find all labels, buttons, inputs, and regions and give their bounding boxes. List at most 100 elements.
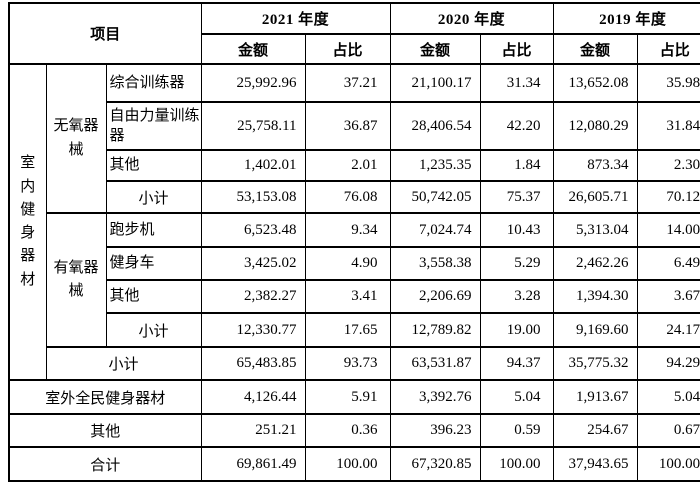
amount-cell: 3,425.02	[200, 246, 306, 281]
header-row-subcols: 金额 占比 金额 占比 金额 占比	[9, 33, 700, 65]
ratio-cell: 0.67	[636, 413, 700, 448]
header-item: 项目	[8, 2, 202, 65]
table-row: 其他 2,382.27 3.41 2,206.69 3.28 1,394.30 …	[9, 279, 700, 314]
row-label: 其他	[105, 279, 202, 314]
subtotal-row-anaerobic: 小计 53,153.08 76.08 50,742.05 75.37 26,60…	[9, 180, 700, 214]
group-label-aerobic: 有氧器械	[45, 212, 107, 348]
subheader-amount-2020: 金额	[389, 33, 481, 65]
amount-cell: 13,652.08	[552, 63, 638, 103]
row-label: 跑步机	[105, 212, 202, 248]
row-label: 小计	[45, 346, 202, 381]
ratio-cell: 36.87	[304, 101, 391, 151]
amount-cell: 26,605.71	[552, 180, 638, 214]
amount-cell: 69,861.49	[200, 446, 306, 482]
ratio-cell: 76.08	[304, 180, 391, 214]
ratio-cell: 31.84	[636, 101, 700, 151]
amount-cell: 251.21	[200, 413, 306, 448]
ratio-cell: 1.84	[479, 149, 554, 182]
amount-cell: 65,483.85	[200, 346, 306, 381]
amount-cell: 67,320.85	[389, 446, 481, 482]
ratio-cell: 3.41	[304, 279, 391, 314]
amount-cell: 25,758.11	[200, 101, 306, 151]
revenue-breakdown-table: 项目 2021 年度 2020 年度 2019 年度 金额 占比 金额 占比 金…	[8, 2, 700, 482]
subheader-ratio-2019: 占比	[636, 33, 700, 65]
amount-cell: 50,742.05	[389, 180, 481, 214]
ratio-cell: 31.34	[479, 63, 554, 103]
year-header-2021: 2021 年度	[200, 2, 391, 35]
amount-cell: 3,558.38	[389, 246, 481, 281]
ratio-cell: 3.28	[479, 279, 554, 314]
ratio-cell: 35.98	[636, 63, 700, 103]
amount-cell: 1,913.67	[552, 379, 638, 415]
amount-cell: 63,531.87	[389, 346, 481, 381]
table-row: 室内健身器材 无氧器械 综合训练器 25,992.96 37.21 21,100…	[8, 63, 700, 381]
ratio-cell: 0.36	[304, 413, 391, 448]
ratio-cell: 5.04	[636, 379, 700, 415]
year-header-2020: 2020 年度	[389, 2, 554, 35]
ratio-cell: 5.04	[479, 379, 554, 415]
amount-cell: 2,206.69	[389, 279, 481, 314]
table-row: 其他 1,402.01 2.01 1,235.35 1.84 873.34 2.…	[9, 149, 700, 182]
ratio-cell: 17.65	[304, 312, 391, 348]
ratio-cell: 2.01	[304, 149, 391, 182]
ratio-cell: 5.91	[304, 379, 391, 415]
group-label-indoor: 室内健身器材	[8, 63, 47, 381]
ratio-cell: 5.29	[479, 246, 554, 281]
row-label: 其他	[8, 413, 202, 448]
year-header-2019: 2019 年度	[552, 2, 700, 35]
amount-cell: 1,394.30	[552, 279, 638, 314]
subheader-amount-2019: 金额	[552, 33, 638, 65]
subheader-ratio-2020: 占比	[479, 33, 554, 65]
total-row: 合计 69,861.49 100.00 67,320.85 100.00 37,…	[8, 446, 700, 482]
row-label: 健身车	[105, 246, 202, 281]
ratio-cell: 6.49	[636, 246, 700, 281]
subheader-ratio-2021: 占比	[304, 33, 391, 65]
ratio-cell: 94.37	[479, 346, 554, 381]
revenue-breakdown-table-wrap: 项目 2021 年度 2020 年度 2019 年度 金额 占比 金额 占比 金…	[8, 2, 700, 482]
ratio-cell: 9.34	[304, 212, 391, 248]
table-row: 健身车 3,425.02 4.90 3,558.38 5.29 2,462.26…	[9, 246, 700, 281]
amount-cell: 873.34	[552, 149, 638, 182]
ratio-cell: 10.43	[479, 212, 554, 248]
row-label: 综合训练器	[105, 63, 202, 103]
group-label-anaerobic: 无氧器械	[45, 63, 107, 214]
table-row: 有氧器械 跑步机 6,523.48 9.34 7,024.74 10.43 5,…	[9, 212, 700, 348]
amount-cell: 4,126.44	[200, 379, 306, 415]
table-row: 自由力量训练器 25,758.11 36.87 28,406.54 42.20 …	[9, 101, 700, 151]
amount-cell: 35,775.32	[552, 346, 638, 381]
row-label: 合计	[8, 446, 202, 482]
amount-cell: 1,235.35	[389, 149, 481, 182]
amount-cell: 21,100.17	[389, 63, 481, 103]
amount-cell: 6,523.48	[200, 212, 306, 248]
ratio-cell: 0.59	[479, 413, 554, 448]
amount-cell: 28,406.54	[389, 101, 481, 151]
ratio-cell: 70.12	[636, 180, 700, 214]
subheader-amount-2021: 金额	[200, 33, 306, 65]
row-label: 室外全民健身器材	[8, 379, 202, 415]
ratio-cell: 94.29	[636, 346, 700, 381]
ratio-cell: 93.73	[304, 346, 391, 381]
amount-cell: 7,024.74	[389, 212, 481, 248]
subtotal-row-indoor: 小计 65,483.85 93.73 63,531.87 94.37 35,77…	[9, 346, 700, 381]
ratio-cell: 2.30	[636, 149, 700, 182]
row-outdoor-equipment: 室外全民健身器材 4,126.44 5.91 3,392.76 5.04 1,9…	[8, 379, 700, 415]
row-label: 自由力量训练器	[105, 101, 202, 151]
ratio-cell: 75.37	[479, 180, 554, 214]
amount-cell: 12,080.29	[552, 101, 638, 151]
amount-cell: 9,169.60	[552, 312, 638, 348]
row-label: 小计	[105, 180, 202, 214]
subtotal-row-aerobic: 小计 12,330.77 17.65 12,789.82 19.00 9,169…	[9, 312, 700, 348]
amount-cell: 25,992.96	[200, 63, 306, 103]
header-row-years: 项目 2021 年度 2020 年度 2019 年度	[8, 2, 700, 65]
amount-cell: 37,943.65	[552, 446, 638, 482]
row-other: 其他 251.21 0.36 396.23 0.59 254.67 0.67	[8, 413, 700, 448]
amount-cell: 12,789.82	[389, 312, 481, 348]
ratio-cell: 3.67	[636, 279, 700, 314]
ratio-cell: 100.00	[479, 446, 554, 482]
amount-cell: 254.67	[552, 413, 638, 448]
ratio-cell: 14.00	[636, 212, 700, 248]
row-label: 小计	[105, 312, 202, 348]
ratio-cell: 42.20	[479, 101, 554, 151]
amount-cell: 2,382.27	[200, 279, 306, 314]
ratio-cell: 24.17	[636, 312, 700, 348]
